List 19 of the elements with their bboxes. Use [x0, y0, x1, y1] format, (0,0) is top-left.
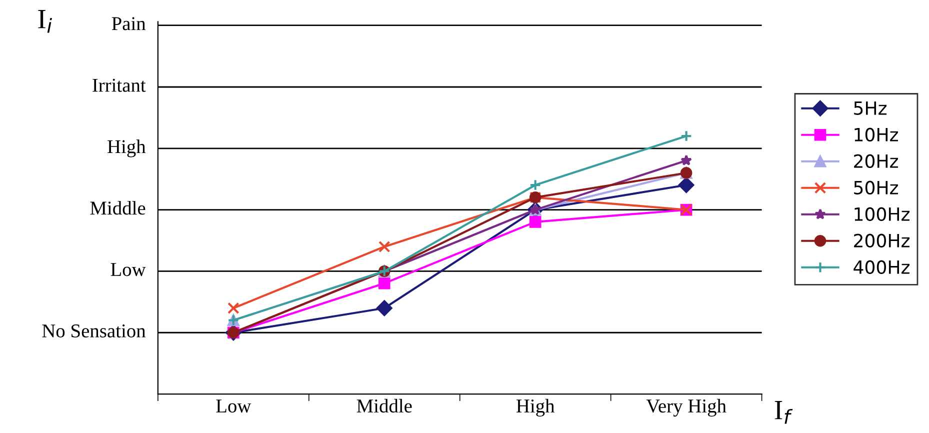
x-tick-label: Very High [646, 398, 726, 417]
legend-label: 100Hz [854, 207, 910, 221]
ref-line-label: Middle [90, 200, 146, 215]
legend-label: 50Hz [854, 180, 898, 194]
legend-label: 200Hz [854, 234, 910, 248]
x-tick-label: Middle [356, 398, 412, 413]
ref-line-label: Low [110, 263, 146, 276]
text: I$_{i}$ [38, 10, 52, 33]
legend-label: 10Hz [854, 128, 898, 142]
legend-label: 400Hz [854, 260, 910, 274]
ref-line-label: High [108, 140, 146, 158]
ref-line-label: Irritant [92, 78, 146, 92]
ref-line-label: Pain [112, 17, 146, 30]
legend-label: 20Hz [854, 154, 898, 168]
legend-label: 5Hz [854, 102, 887, 115]
x-axis-title: I$_{f}$ [774, 400, 793, 424]
ref-line-label: No Sensation [42, 324, 146, 338]
x-tick-label: High [516, 398, 555, 417]
x-tick-label: Low [216, 400, 252, 413]
